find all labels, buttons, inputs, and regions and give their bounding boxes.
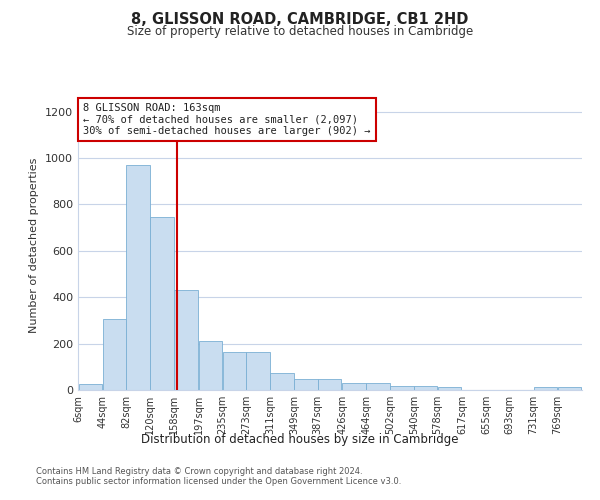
Bar (270, 372, 294, 390)
Bar (151, 217, 174, 390)
Bar (174, 290, 198, 390)
Bar (557, 387, 581, 390)
Text: Distribution of detached houses by size in Cambridge: Distribution of detached houses by size … (141, 432, 459, 446)
Bar (534, 387, 557, 390)
Bar (318, 379, 341, 390)
Bar (390, 386, 413, 390)
Text: Size of property relative to detached houses in Cambridge: Size of property relative to detached ho… (127, 25, 473, 38)
Bar (294, 379, 317, 390)
Text: Contains public sector information licensed under the Open Government Licence v3: Contains public sector information licen… (36, 478, 401, 486)
Bar (199, 342, 222, 390)
Y-axis label: Number of detached properties: Number of detached properties (29, 158, 40, 332)
Bar (79, 384, 103, 390)
Bar (247, 352, 270, 390)
Text: Contains HM Land Registry data © Crown copyright and database right 2024.: Contains HM Land Registry data © Crown c… (36, 468, 362, 476)
Bar (223, 352, 246, 390)
Bar (127, 165, 150, 390)
Bar (366, 383, 390, 390)
Text: 8 GLISSON ROAD: 163sqm
← 70% of detached houses are smaller (2,097)
30% of semi-: 8 GLISSON ROAD: 163sqm ← 70% of detached… (83, 103, 371, 136)
Bar (414, 386, 437, 390)
Bar (343, 383, 366, 390)
Bar (438, 387, 461, 390)
Bar (103, 319, 126, 390)
Text: 8, GLISSON ROAD, CAMBRIDGE, CB1 2HD: 8, GLISSON ROAD, CAMBRIDGE, CB1 2HD (131, 12, 469, 28)
